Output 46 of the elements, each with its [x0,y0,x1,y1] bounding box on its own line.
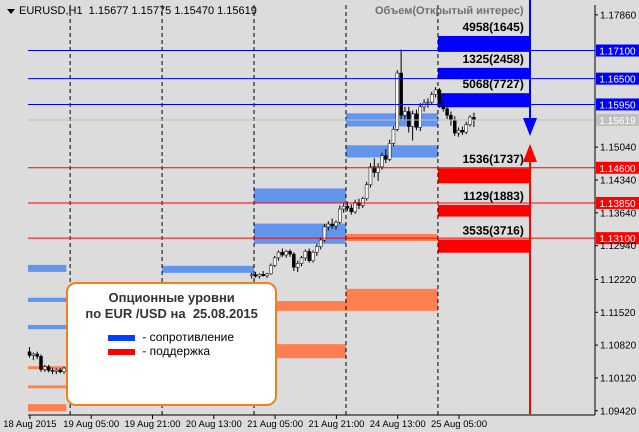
candlestick [353,199,357,214]
y-tick-label: 1.13640 [600,208,637,220]
annotation: по EUR /USD на 25.08.2015 [84,306,259,322]
band-label: 1129(1883) [463,188,524,203]
x-tick-label: 25 Aug 05:00 [430,419,487,430]
candlestick [39,354,43,372]
candlestick [453,116,456,136]
band-label: 1325(2458) [462,52,524,66]
candlestick [350,204,354,216]
x-tick-label: 19 Aug 21:00 [124,419,181,430]
band-label: 1536(1737) [462,152,524,166]
band-label: 4958(1645) [462,20,524,34]
band-label: 5068(7727) [462,77,524,92]
band-label: 3535(3716) [462,224,524,238]
y-tick-label: 1.12220 [600,274,637,286]
candlestick [418,102,422,132]
annotation: - сопротивление [142,330,234,344]
candlestick [292,252,296,272]
y-tick-label: 1.14340 [600,176,637,187]
ref-line-label: 1.13850 [599,198,636,210]
x-tick-label: 19 Aug 05:00 [63,419,120,430]
candlestick [430,91,434,106]
ref-line-label: 1.17100 [599,46,636,58]
y-tick-label: 1.11520 [600,308,636,319]
x-tick-label: 21 Aug 05:00 [247,419,304,430]
candlestick [330,218,334,230]
annotation: Объем(Открытый интерес) [375,5,524,17]
y-tick-label: 1.17860 [600,10,637,22]
x-tick-label: 24 Aug 13:00 [370,419,426,430]
candlestick [307,248,311,264]
x-tick-label: 21 Aug 21:00 [308,419,364,430]
y-tick-label: 1.10820 [600,340,637,352]
ref-line-label: 1.16500 [599,74,636,86]
y-tick-label: 1.15040 [600,142,637,154]
annotation: - поддержка [142,344,210,358]
annotation: Опционные уровни [107,290,236,306]
y-tick-label: 1.09420 [600,406,637,418]
y-tick-label: 1.10120 [600,373,637,384]
candlestick [28,346,32,358]
x-tick-label: 18 Aug 2015 [3,419,57,430]
chart-title: EURUSD,H1 1.15677 1.15775 1.15470 1.15619 [19,5,257,17]
ref-line-label: 1.15619 [599,116,636,127]
ref-line-label: 1.15950 [599,100,636,112]
candlestick [410,110,414,142]
ref-line-label: 1.14600 [599,164,636,175]
x-tick-label: 20 Aug 13:00 [186,419,242,430]
